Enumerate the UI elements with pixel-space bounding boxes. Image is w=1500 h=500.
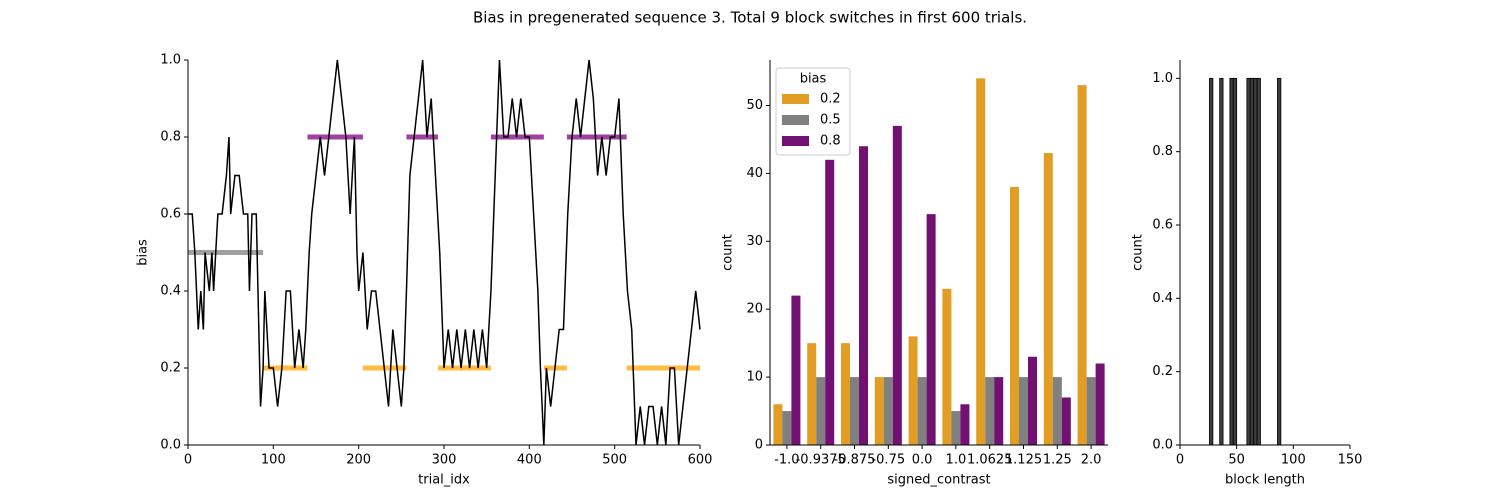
legend-swatch xyxy=(782,136,809,146)
bar xyxy=(816,377,826,445)
y-tick-label: 0.2 xyxy=(160,361,181,376)
figure-title: Bias in pregenerated sequence 3. Total 9… xyxy=(473,9,1027,27)
bar xyxy=(1077,85,1087,445)
y-tick-label: 0.0 xyxy=(160,438,181,453)
x-axis-label: trial_idx xyxy=(418,473,470,488)
x-tick-label: -0.875 xyxy=(834,453,876,468)
y-tick-label: 0.0 xyxy=(1152,438,1173,453)
hist-bar xyxy=(1277,77,1282,446)
x-tick-label: 50 xyxy=(1228,453,1245,468)
legend-label: 0.8 xyxy=(820,134,841,149)
bar xyxy=(1095,363,1105,445)
legend-label: 0.2 xyxy=(820,92,841,107)
bar xyxy=(1086,377,1096,445)
bias-line xyxy=(188,59,701,446)
bar xyxy=(859,146,869,446)
y-axis-label: bias xyxy=(136,239,151,266)
x-tick-label: 2.0 xyxy=(1081,453,1102,468)
bar xyxy=(773,404,783,445)
bar xyxy=(926,214,936,445)
hist-bar xyxy=(1256,77,1261,446)
legend: bias 0.2 0.5 0.8 xyxy=(775,67,851,156)
hist-bar xyxy=(1253,77,1258,446)
bar xyxy=(976,78,986,445)
bar xyxy=(917,377,927,445)
x-axis-label: block length xyxy=(1225,473,1305,488)
x-tick-label: 600 xyxy=(688,453,713,468)
hist-bar xyxy=(1232,77,1238,446)
y-tick-label: 0.2 xyxy=(1152,364,1173,379)
bar xyxy=(1028,356,1038,445)
x-tick-label: 500 xyxy=(602,453,627,468)
x-tick-label: 100 xyxy=(1281,453,1306,468)
x-tick-label: -0.9375 xyxy=(796,453,846,468)
bar xyxy=(942,288,952,445)
bar xyxy=(782,411,792,445)
bar xyxy=(883,377,893,445)
x-tick-label: 0 xyxy=(184,453,192,468)
y-tick-label: 50 xyxy=(746,98,763,113)
bar xyxy=(908,336,918,445)
x-tick-label: 0 xyxy=(1176,453,1184,468)
x-tick-label: 0.0 xyxy=(912,453,933,468)
x-tick-label: -0.75 xyxy=(871,453,905,468)
x-tick-label: -1.0 xyxy=(774,453,799,468)
bar xyxy=(849,377,860,445)
bar xyxy=(951,411,961,445)
y-tick-label: 0 xyxy=(755,438,763,453)
y-tick-label: 20 xyxy=(746,302,763,317)
x-tick-label: 1.125 xyxy=(1005,453,1042,468)
x-tick-label: 400 xyxy=(517,453,542,468)
hist-bar xyxy=(1249,77,1255,446)
y-tick-label: 1.0 xyxy=(160,53,181,68)
hist-bar xyxy=(1219,77,1224,446)
x-tick-label: 1.25 xyxy=(1043,453,1072,468)
bar xyxy=(840,343,850,445)
bar xyxy=(1043,153,1053,445)
bar xyxy=(892,125,902,445)
x-tick-label: 300 xyxy=(432,453,457,468)
x-tick-label: 150 xyxy=(1338,453,1363,468)
legend-label: 0.5 xyxy=(820,113,841,128)
bar xyxy=(985,377,995,445)
bar xyxy=(874,377,884,445)
hist-bar xyxy=(1246,77,1251,446)
y-tick-label: 30 xyxy=(746,234,763,249)
hist-bar xyxy=(1229,77,1234,446)
y-axis-label: count xyxy=(721,234,736,271)
y-axis-label: count xyxy=(1131,234,1146,271)
bar xyxy=(1061,397,1071,445)
legend-frame xyxy=(775,67,851,156)
y-tick-label: 1.0 xyxy=(1152,71,1173,86)
bar xyxy=(960,404,970,445)
bar xyxy=(1009,186,1019,445)
y-tick-label: 0.8 xyxy=(160,130,181,145)
legend-title: bias xyxy=(800,72,827,87)
x-tick-label: 100 xyxy=(261,453,286,468)
x-tick-label: 1.0 xyxy=(946,453,967,468)
bar xyxy=(807,343,817,445)
y-tick-label: 0.6 xyxy=(1152,218,1173,233)
legend-swatch xyxy=(782,94,809,104)
y-tick-label: 10 xyxy=(746,370,763,385)
y-tick-label: 40 xyxy=(746,166,763,181)
bar xyxy=(825,159,835,445)
bar xyxy=(994,377,1004,445)
x-tick-label: 200 xyxy=(346,453,371,468)
y-tick-label: 0.8 xyxy=(1152,144,1173,159)
hist-bar xyxy=(1209,77,1214,446)
x-axis-label: signed_contrast xyxy=(887,473,990,488)
bar xyxy=(791,295,801,445)
x-tick-label: 1.0625 xyxy=(967,453,1013,468)
bar xyxy=(1018,377,1029,445)
y-tick-label: 0.6 xyxy=(160,207,181,222)
y-tick-label: 0.4 xyxy=(1152,291,1173,306)
legend-swatch xyxy=(782,115,809,125)
y-tick-label: 0.4 xyxy=(160,284,181,299)
bar xyxy=(1052,377,1062,445)
